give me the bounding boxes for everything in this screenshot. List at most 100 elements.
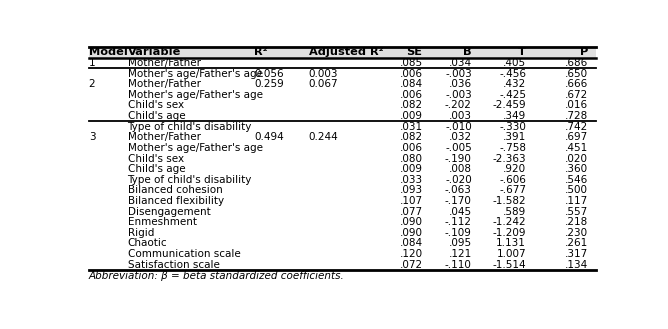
- Text: -.020: -.020: [445, 175, 472, 185]
- Text: T: T: [518, 47, 526, 57]
- Text: -1.242: -1.242: [492, 217, 526, 227]
- Text: .031: .031: [399, 122, 423, 132]
- Text: 0.003: 0.003: [309, 69, 338, 79]
- Text: Rigid: Rigid: [128, 228, 154, 238]
- Text: Mother's age/Father's age: Mother's age/Father's age: [128, 69, 263, 79]
- Text: .045: .045: [449, 207, 472, 216]
- Text: .686: .686: [565, 58, 589, 68]
- Text: -.758: -.758: [499, 143, 526, 153]
- Text: -.109: -.109: [445, 228, 472, 238]
- Text: .317: .317: [565, 249, 589, 259]
- Text: .095: .095: [449, 239, 472, 248]
- Text: .391: .391: [503, 132, 526, 142]
- Text: .546: .546: [565, 175, 589, 185]
- FancyBboxPatch shape: [89, 47, 596, 58]
- Text: .009: .009: [399, 111, 423, 121]
- Text: .036: .036: [449, 79, 472, 89]
- Text: .020: .020: [565, 154, 589, 164]
- Text: .084: .084: [399, 239, 423, 248]
- Text: Child's sex: Child's sex: [128, 100, 184, 111]
- Text: -.425: -.425: [499, 90, 526, 100]
- Text: -.202: -.202: [445, 100, 472, 111]
- Text: Type of child's disability: Type of child's disability: [128, 122, 252, 132]
- Text: 0.056: 0.056: [255, 69, 284, 79]
- Text: Model: Model: [89, 47, 128, 57]
- Text: -1.514: -1.514: [492, 260, 526, 270]
- Text: 0.259: 0.259: [255, 79, 284, 89]
- Text: Mother/Father: Mother/Father: [128, 58, 200, 68]
- Text: .090: .090: [399, 228, 423, 238]
- Text: .360: .360: [565, 164, 589, 174]
- Text: -.063: -.063: [445, 186, 472, 195]
- Text: .090: .090: [399, 217, 423, 227]
- Text: -.456: -.456: [499, 69, 526, 79]
- Text: .261: .261: [565, 239, 589, 248]
- Text: -.003: -.003: [445, 69, 472, 79]
- Text: .405: .405: [503, 58, 526, 68]
- Text: Disengagement: Disengagement: [128, 207, 210, 216]
- Text: .008: .008: [449, 164, 472, 174]
- Text: .093: .093: [399, 186, 423, 195]
- Text: .117: .117: [565, 196, 589, 206]
- Text: .084: .084: [399, 79, 423, 89]
- Text: Child's age: Child's age: [128, 111, 185, 121]
- Text: Satisfaction scale: Satisfaction scale: [128, 260, 219, 270]
- Text: .557: .557: [565, 207, 589, 216]
- Text: Variable: Variable: [128, 47, 181, 57]
- Text: -.112: -.112: [445, 217, 472, 227]
- Text: .016: .016: [565, 100, 589, 111]
- Text: R²: R²: [255, 47, 268, 57]
- Text: -1.209: -1.209: [492, 228, 526, 238]
- Text: 1.131: 1.131: [496, 239, 526, 248]
- Text: B: B: [463, 47, 472, 57]
- Text: .920: .920: [503, 164, 526, 174]
- Text: Enmeshment: Enmeshment: [128, 217, 196, 227]
- Text: Abbreviation: β = beta standardized coefficients.: Abbreviation: β = beta standardized coef…: [89, 271, 345, 281]
- Text: .500: .500: [565, 186, 589, 195]
- Text: Child's age: Child's age: [128, 164, 185, 174]
- Text: -.330: -.330: [499, 122, 526, 132]
- Text: .033: .033: [399, 175, 423, 185]
- Text: -.190: -.190: [445, 154, 472, 164]
- Text: .728: .728: [565, 111, 589, 121]
- Text: 1.007: 1.007: [496, 249, 526, 259]
- Text: .451: .451: [565, 143, 589, 153]
- Text: .085: .085: [399, 58, 423, 68]
- Text: SE: SE: [407, 47, 423, 57]
- Text: .230: .230: [565, 228, 589, 238]
- Text: -1.582: -1.582: [492, 196, 526, 206]
- Text: Communication scale: Communication scale: [128, 249, 240, 259]
- Text: Child's sex: Child's sex: [128, 154, 184, 164]
- Text: .080: .080: [399, 154, 423, 164]
- Text: Bilanced flexibility: Bilanced flexibility: [128, 196, 224, 206]
- Text: .006: .006: [399, 143, 423, 153]
- Text: .432: .432: [503, 79, 526, 89]
- Text: .032: .032: [449, 132, 472, 142]
- Text: 3: 3: [89, 132, 96, 142]
- Text: Mother's age/Father's age: Mother's age/Father's age: [128, 143, 263, 153]
- Text: .006: .006: [399, 69, 423, 79]
- Text: .121: .121: [448, 249, 472, 259]
- Text: Type of child's disability: Type of child's disability: [128, 175, 252, 185]
- Text: .589: .589: [503, 207, 526, 216]
- Text: -.677: -.677: [499, 186, 526, 195]
- Text: .034: .034: [449, 58, 472, 68]
- Text: .742: .742: [565, 122, 589, 132]
- Text: -.005: -.005: [445, 143, 472, 153]
- Text: .134: .134: [565, 260, 589, 270]
- Text: 0.067: 0.067: [309, 79, 338, 89]
- Text: 2: 2: [89, 79, 96, 89]
- Text: .218: .218: [565, 217, 589, 227]
- Text: .650: .650: [565, 69, 589, 79]
- Text: -.010: -.010: [445, 122, 472, 132]
- Text: Bilanced cohesion: Bilanced cohesion: [128, 186, 222, 195]
- Text: .006: .006: [399, 90, 423, 100]
- Text: -.003: -.003: [445, 90, 472, 100]
- Text: .107: .107: [399, 196, 423, 206]
- Text: Chaotic: Chaotic: [128, 239, 167, 248]
- Text: Mother's age/Father's age: Mother's age/Father's age: [128, 90, 263, 100]
- Text: .666: .666: [565, 79, 589, 89]
- Text: 0.244: 0.244: [309, 132, 339, 142]
- Text: 0.494: 0.494: [255, 132, 284, 142]
- Text: Mother/Father: Mother/Father: [128, 132, 200, 142]
